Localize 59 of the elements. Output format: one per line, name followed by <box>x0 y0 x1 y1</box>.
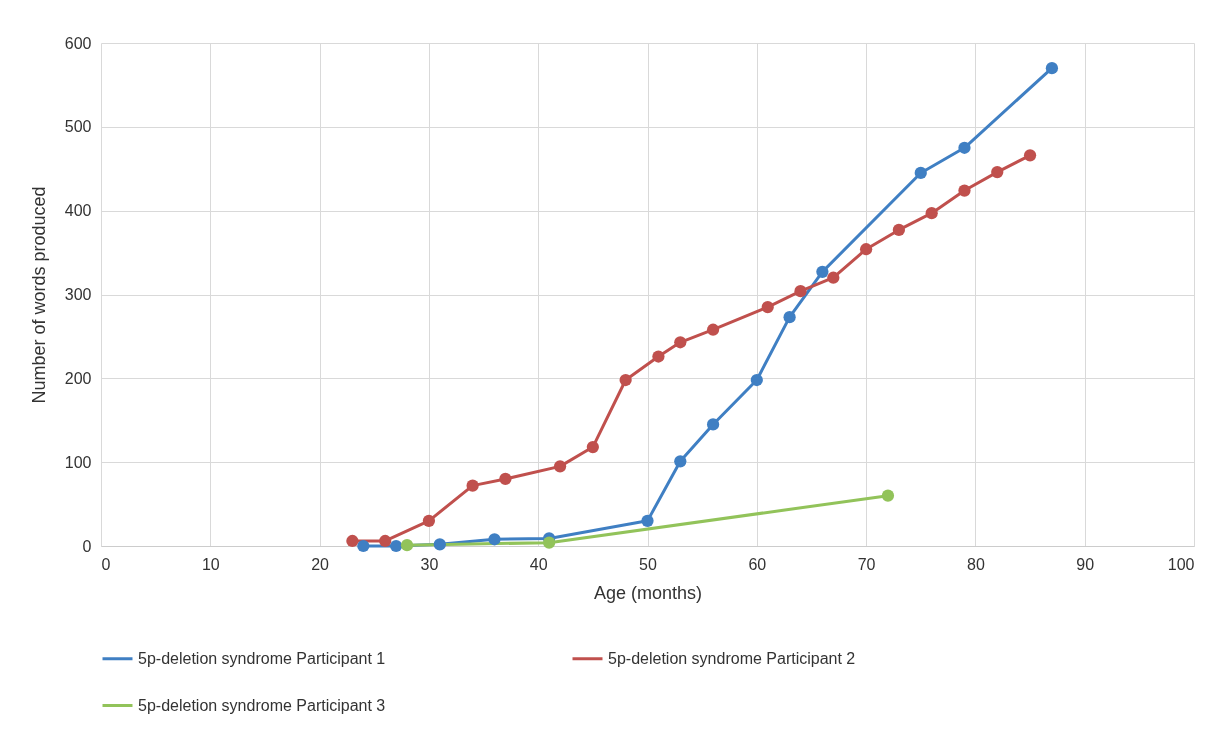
point <box>1023 149 1037 162</box>
point <box>652 350 665 363</box>
point <box>827 271 840 284</box>
point <box>674 455 687 468</box>
y-axis-title: Number of words produced <box>28 186 49 404</box>
point <box>619 373 632 387</box>
y-tick-label: 600 <box>64 34 92 52</box>
legend-label: 5p-deletion syndrome Participant 2 <box>608 649 856 667</box>
y-tick-label: 200 <box>64 369 92 387</box>
point <box>892 223 906 237</box>
y-tick-label: 500 <box>64 118 92 136</box>
point <box>466 479 479 492</box>
x-tick-label: 90 <box>1076 555 1095 573</box>
point <box>674 336 687 349</box>
x-tick-label: 0 <box>101 555 111 573</box>
y-tick-label: 0 <box>82 537 92 555</box>
point <box>389 539 403 553</box>
point <box>586 440 599 454</box>
point <box>379 534 392 548</box>
point <box>925 207 938 220</box>
point <box>914 166 927 180</box>
x-tick-label: 80 <box>967 555 985 573</box>
y-tick-label: 100 <box>64 453 92 471</box>
point <box>553 460 567 473</box>
point <box>641 514 654 527</box>
x-tick-label: 50 <box>639 555 657 573</box>
point <box>958 184 971 197</box>
x-tick-label: 30 <box>420 555 439 573</box>
point <box>499 472 512 486</box>
point <box>991 165 1004 179</box>
point <box>859 243 873 256</box>
point <box>881 489 895 502</box>
point <box>794 285 807 298</box>
y-tick-label: 400 <box>64 202 92 220</box>
point <box>750 373 763 387</box>
point <box>400 539 414 552</box>
x-tick-label: 100 <box>1167 555 1195 573</box>
point <box>958 141 971 154</box>
x-tick-label: 10 <box>201 555 220 573</box>
point <box>1045 62 1059 75</box>
point <box>816 265 829 278</box>
x-tick-label: 40 <box>529 555 548 573</box>
x-tick-label: 70 <box>857 555 876 573</box>
point <box>761 300 774 314</box>
point <box>433 538 446 551</box>
legend-label: 5p-deletion syndrome Participant 3 <box>138 696 386 714</box>
point <box>346 534 359 548</box>
x-axis-title: Age (months) <box>593 582 703 603</box>
point <box>706 418 720 431</box>
x-tick-label: 20 <box>311 555 330 573</box>
x-tick-label: 60 <box>748 555 767 573</box>
point <box>543 536 556 549</box>
point <box>357 539 370 553</box>
legend-label: 5p-deletion syndrome Participant 1 <box>138 649 386 667</box>
point <box>488 533 501 546</box>
point <box>422 514 436 527</box>
point <box>783 311 796 324</box>
point <box>706 323 720 336</box>
y-tick-label: 300 <box>64 286 92 303</box>
